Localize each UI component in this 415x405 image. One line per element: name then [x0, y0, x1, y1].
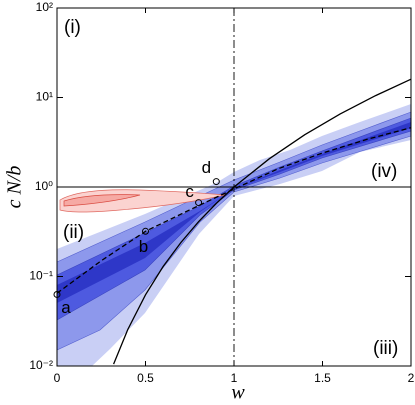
- point-label: c: [185, 182, 194, 201]
- x-tick-label: 1.5: [314, 371, 331, 385]
- series-line: [56, 127, 412, 294]
- y-axis-label: c N/b: [4, 166, 26, 209]
- point-label: d: [202, 158, 211, 177]
- y-tick-label: 10⁻¹: [29, 269, 53, 283]
- x-tick-label: 0: [54, 371, 61, 385]
- blue-density: [56, 104, 412, 366]
- marker: [53, 290, 61, 298]
- region-label: (iv): [371, 161, 397, 182]
- marker: [142, 227, 149, 235]
- x-tick-label: 1: [231, 371, 238, 385]
- y-tick-label: 10¹: [36, 90, 53, 104]
- y-tick-label: 10⁻²: [29, 358, 53, 372]
- region-label: (iii): [373, 338, 398, 359]
- x-tick-label: 0.5: [137, 371, 154, 385]
- point-label: b: [139, 237, 148, 256]
- x-axis-label: w: [231, 382, 245, 404]
- contour-band: [63, 194, 141, 207]
- series-line: [112, 78, 412, 365]
- y-tick-label: 10⁰: [35, 179, 53, 193]
- red-density: [59, 189, 226, 213]
- marker: [195, 199, 203, 207]
- contour-band: [57, 104, 411, 366]
- point-label: a: [61, 298, 71, 317]
- x-tick-label: 2: [408, 371, 415, 385]
- y-tick-label: 10²: [36, 0, 53, 14]
- region-label: (ii): [63, 222, 84, 243]
- marker: [212, 178, 220, 186]
- region-label: (i): [64, 17, 81, 38]
